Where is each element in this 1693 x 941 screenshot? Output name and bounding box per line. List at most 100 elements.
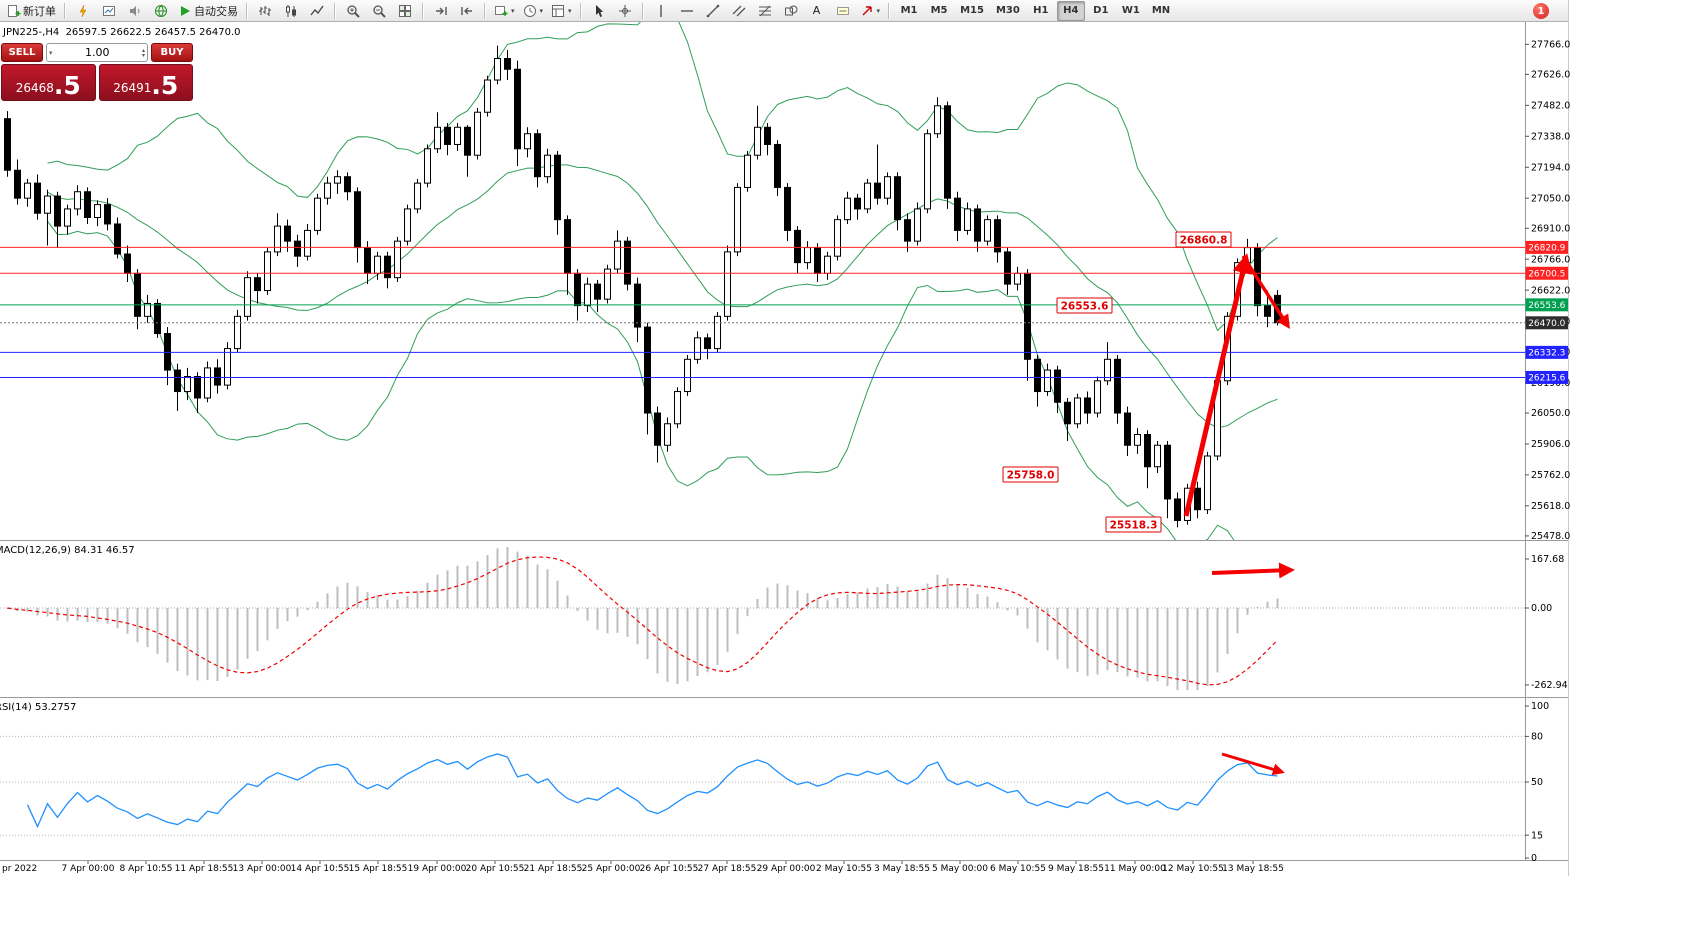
price-callout[interactable]: 25518.3 [1105, 516, 1162, 533]
bollinger-middle [47, 164, 1278, 429]
buy-button[interactable]: BUY [151, 43, 193, 62]
spinner-down-icon[interactable]: ▾ [141, 51, 145, 59]
dropdown-caret-icon[interactable]: ▾ [539, 6, 544, 15]
svg-text:26332.3: 26332.3 [1528, 349, 1565, 359]
candle-body [804, 247, 811, 264]
candle-body [424, 148, 431, 184]
crosshair-button[interactable] [613, 1, 637, 21]
candlesticks [4, 45, 1281, 528]
trend-arrow-up[interactable] [1183, 253, 1253, 517]
price-axis[interactable]: 27766.0 27626.0 27482.0 27338.0 27194.0 27050… [1525, 40, 1570, 865]
macd-indicator-label: MACD(12,26,9) 84.31 46.57 [0, 545, 135, 556]
channel-icon [732, 4, 746, 18]
rsi-arrow[interactable] [1221, 752, 1285, 776]
shift-chart-button[interactable] [455, 1, 479, 21]
candle-body [154, 302, 161, 335]
dropdown-caret-icon[interactable]: ▾ [568, 6, 572, 15]
buy-price[interactable]: 26491.5 [98, 64, 193, 101]
tf-d1[interactable]: D1 [1087, 1, 1115, 21]
bar-chart-button[interactable] [253, 1, 277, 21]
svg-text:0: 0 [1531, 853, 1537, 864]
autotrade-button-label: 自动交易 [194, 4, 238, 18]
tf-m5-label: M5 [930, 5, 948, 16]
time-axis[interactable]: pr 2022 7 Apr 00:00 8 Apr 10:55 11 Apr 18:5… [2, 861, 1284, 874]
price-callout[interactable]: 26553.6 [1056, 297, 1113, 314]
sell-price[interactable]: 26468.5 [1, 64, 96, 101]
fibo-button[interactable] [753, 1, 777, 21]
svg-text:26700.5: 26700.5 [1528, 270, 1565, 280]
svg-text:26766.0: 26766.0 [1531, 254, 1570, 265]
hline-button[interactable] [675, 1, 699, 21]
candle-body [834, 219, 841, 257]
macd-signal-line [7, 556, 1278, 686]
label-button[interactable] [831, 1, 855, 21]
candle-chart-button[interactable] [279, 1, 303, 21]
main-chart-panel[interactable]: 26860.8 26553.6 25758.0 25518.3 [0, 7, 1525, 561]
tf-mn[interactable]: MN [1147, 1, 1175, 21]
tf-h1-label: H1 [1033, 5, 1049, 16]
shapes-button[interactable] [779, 1, 803, 21]
candle-body [1104, 358, 1111, 382]
candle-body [674, 391, 681, 425]
tile-windows-button[interactable] [393, 1, 417, 21]
svg-text:13 Apr 00:00: 13 Apr 00:00 [233, 864, 292, 874]
candle-body [194, 376, 201, 399]
sell-button[interactable]: SELL [1, 43, 43, 62]
dropdown-caret-icon[interactable]: ▾ [511, 6, 515, 15]
candle-body [544, 154, 551, 178]
trend-arrow-down[interactable] [1241, 255, 1290, 329]
tf-m5[interactable]: M5 [925, 1, 953, 21]
auto-scroll-button[interactable] [429, 1, 453, 21]
cursor-icon [592, 4, 606, 18]
tf-m30[interactable]: M30 [991, 1, 1025, 21]
alerts-button[interactable] [123, 1, 147, 21]
candle-body [204, 367, 211, 399]
text-button[interactable]: A [805, 1, 829, 21]
macd-arrow[interactable] [1211, 562, 1295, 579]
vline-button[interactable] [649, 1, 673, 21]
tf-h1[interactable]: H1 [1027, 1, 1055, 21]
candle-body [914, 208, 921, 242]
zoom-in-button[interactable] [341, 1, 365, 21]
channel-button[interactable] [727, 1, 751, 21]
svg-text:2 May 10:55: 2 May 10:55 [816, 864, 872, 874]
zoom-out-button[interactable] [367, 1, 391, 21]
trendline-button[interactable] [701, 1, 725, 21]
charts-button[interactable] [97, 1, 121, 21]
notification-badge[interactable]: 1 [1533, 3, 1549, 19]
community-button[interactable] [149, 1, 173, 21]
price-callout[interactable]: 26860.8 [1175, 231, 1232, 248]
volume-dropdown-icon[interactable]: ▾ [49, 48, 53, 57]
volume-input[interactable] [52, 45, 142, 60]
price-callout[interactable]: 25758.0 [1002, 466, 1059, 483]
tf-w1[interactable]: W1 [1117, 1, 1145, 21]
dropdown-caret-icon[interactable]: ▾ [876, 6, 881, 15]
new-order-button[interactable]: 新订单 [4, 1, 59, 21]
candle-body [354, 191, 361, 249]
candle-body [374, 255, 381, 274]
volume-spinner[interactable]: ▴ ▾ [141, 46, 145, 59]
toolbar-separator [246, 2, 248, 19]
candle-body [404, 208, 411, 242]
tf-m15-label: M15 [960, 5, 984, 16]
tf-m1[interactable]: M1 [895, 1, 923, 21]
hline-icon [680, 4, 694, 18]
arrows-button[interactable]: ▾ [857, 1, 884, 21]
svg-text:27626.0: 27626.0 [1531, 70, 1570, 81]
line-chart-button[interactable] [305, 1, 329, 21]
one-click-trading-panel: SELL ▾ ▴▾ BUY 26468.5 26491.5 [1, 43, 193, 101]
crosshair-icon [618, 4, 632, 18]
autotrade-button[interactable]: 自动交易 [175, 1, 241, 21]
new-chart-button[interactable]: ▾ [491, 1, 518, 21]
toolbar-separator [641, 2, 644, 19]
profiles-button[interactable]: ▾ [520, 1, 547, 21]
svg-text:7 Apr 00:00: 7 Apr 00:00 [62, 864, 115, 874]
quick-trade-button[interactable] [71, 1, 95, 21]
templates-button[interactable]: ▾ [548, 1, 575, 21]
spinner-up-icon[interactable]: ▴ [141, 46, 145, 54]
tf-m30-label: M30 [995, 5, 1020, 16]
cursor-button[interactable] [587, 1, 611, 21]
tf-h4[interactable]: H4 [1056, 0, 1085, 21]
tf-m15[interactable]: M15 [955, 1, 989, 21]
